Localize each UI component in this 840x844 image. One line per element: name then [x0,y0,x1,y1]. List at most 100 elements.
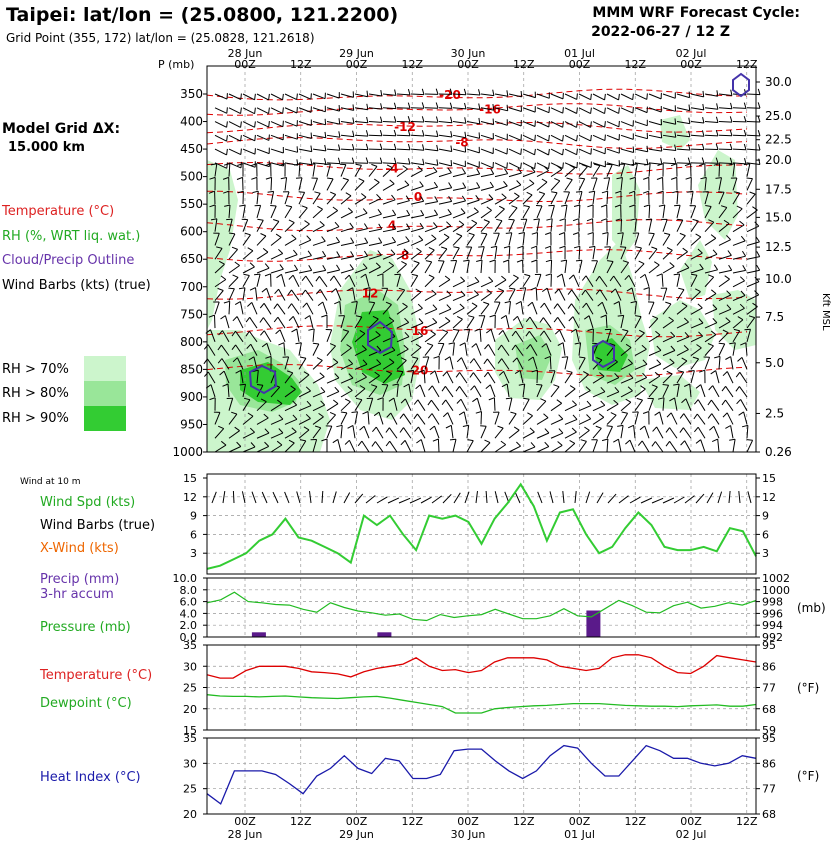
wind-barb [215,122,227,128]
wind-barb-flag [487,207,492,211]
wind-barb [369,182,379,190]
surface-wind-barb [410,498,421,503]
wind-barb-flag [407,210,410,215]
wind-barb [313,329,314,342]
wind-barb-flag [277,274,282,277]
wind-barb [697,414,705,424]
wind-barb-flag [503,260,509,262]
wind-barb-flag [517,246,523,248]
wind-barb-flag [555,289,559,293]
wind-barb-flag [393,210,396,215]
model-grid-label: Model Grid ΔX: [2,121,120,137]
wind-barb-flag [719,343,725,344]
wind-barb [712,414,719,425]
wind-barb [565,192,570,204]
wind-barb-flag [335,222,339,227]
wind-barb [397,94,410,95]
wind-barb-flag [540,318,544,323]
wind-barb [257,274,260,287]
wind-barb-flag [265,164,271,166]
wind-barb-flag [480,426,486,427]
surface-wind-barb [377,497,387,503]
wind-barb [649,219,652,232]
wind-barb-flag [428,414,432,419]
wind-barb-flag [325,119,326,125]
wind-barb-flag [453,329,459,330]
wind-barb [439,321,450,328]
wind-barb [467,149,479,153]
wind-barb-flag [588,233,594,235]
wind-barb-flag [568,304,572,309]
wind-barb [565,149,577,155]
wind-barb-flag [416,385,421,389]
wind-barb [558,317,565,328]
wind-barb-flag [574,205,580,207]
wind-barb-flag [643,412,649,414]
wind-barb-flag [274,317,278,322]
wind-barb-flag [457,316,462,319]
wind-barb-flag [573,415,577,420]
wind-barb-flag [365,238,368,243]
wind-barb-flag [546,260,552,262]
wind-barb [257,122,269,128]
wind-barb-flag [394,103,396,109]
wind-barb [579,205,580,218]
wind-barb-flag [527,192,532,195]
wind-barb-flag [237,164,243,166]
wind-barb-flag [536,385,542,386]
wind-barb-flag [617,425,623,426]
wind-barb-flag [504,181,508,186]
wind-barb-flag [486,385,491,389]
pressure-tick: 650 [180,252,203,266]
wind-barb-flag [280,264,284,269]
wind-barb-flag [380,117,382,123]
wind-barb-flag [667,248,672,251]
wind-barb [320,289,327,300]
wind-barb-flag [416,440,421,444]
wind-barb [271,191,274,204]
wind-barb-flag [408,89,410,95]
wind-barb [558,304,566,315]
wind-barb-flag [736,386,740,391]
wind-barb-flag [573,219,579,221]
wind-barb-flag [352,158,354,164]
wind-barb-flag [559,233,565,235]
wind-barb-flag [633,94,634,100]
wind-barb [509,149,521,155]
wind-barb-flag [643,177,649,179]
wind-barb-flag [450,439,456,440]
wind-barb [237,317,243,329]
wind-barb [411,149,424,150]
wind-barb [467,212,479,218]
wind-right-tick: 3 [762,547,769,560]
wind-barb [677,274,680,287]
wind-barb-flag [300,357,306,358]
wind-barb [355,165,362,176]
wind-barb [425,278,434,287]
surface-wind-barb [443,494,451,503]
precip-accum-label: 3-hr accum [40,587,114,602]
wind-barb [565,432,577,438]
wind-barb-flag [702,130,704,136]
wind-barb-flag [403,166,408,169]
wind-barb-flag [489,195,493,200]
wind-barb [537,219,539,232]
wind-barb-flag [740,221,745,225]
wind-barb [719,164,720,177]
wind-barb [747,164,750,177]
wind-barb [537,194,545,204]
wind-barb-flag [524,274,530,276]
wind-barb [397,215,410,218]
wind-barb-flag [227,149,228,155]
wind-barb-flag [551,192,557,193]
wind-barb-flag [631,164,637,165]
wind-barb-flag [432,235,437,239]
wind-barb [565,180,572,191]
wind-barb-flag [283,160,284,166]
wind-barb [257,108,269,114]
wind-barb [341,180,349,190]
wind-barb-flag [606,164,612,165]
wind-barb [327,392,339,397]
wind-barb [509,208,517,218]
